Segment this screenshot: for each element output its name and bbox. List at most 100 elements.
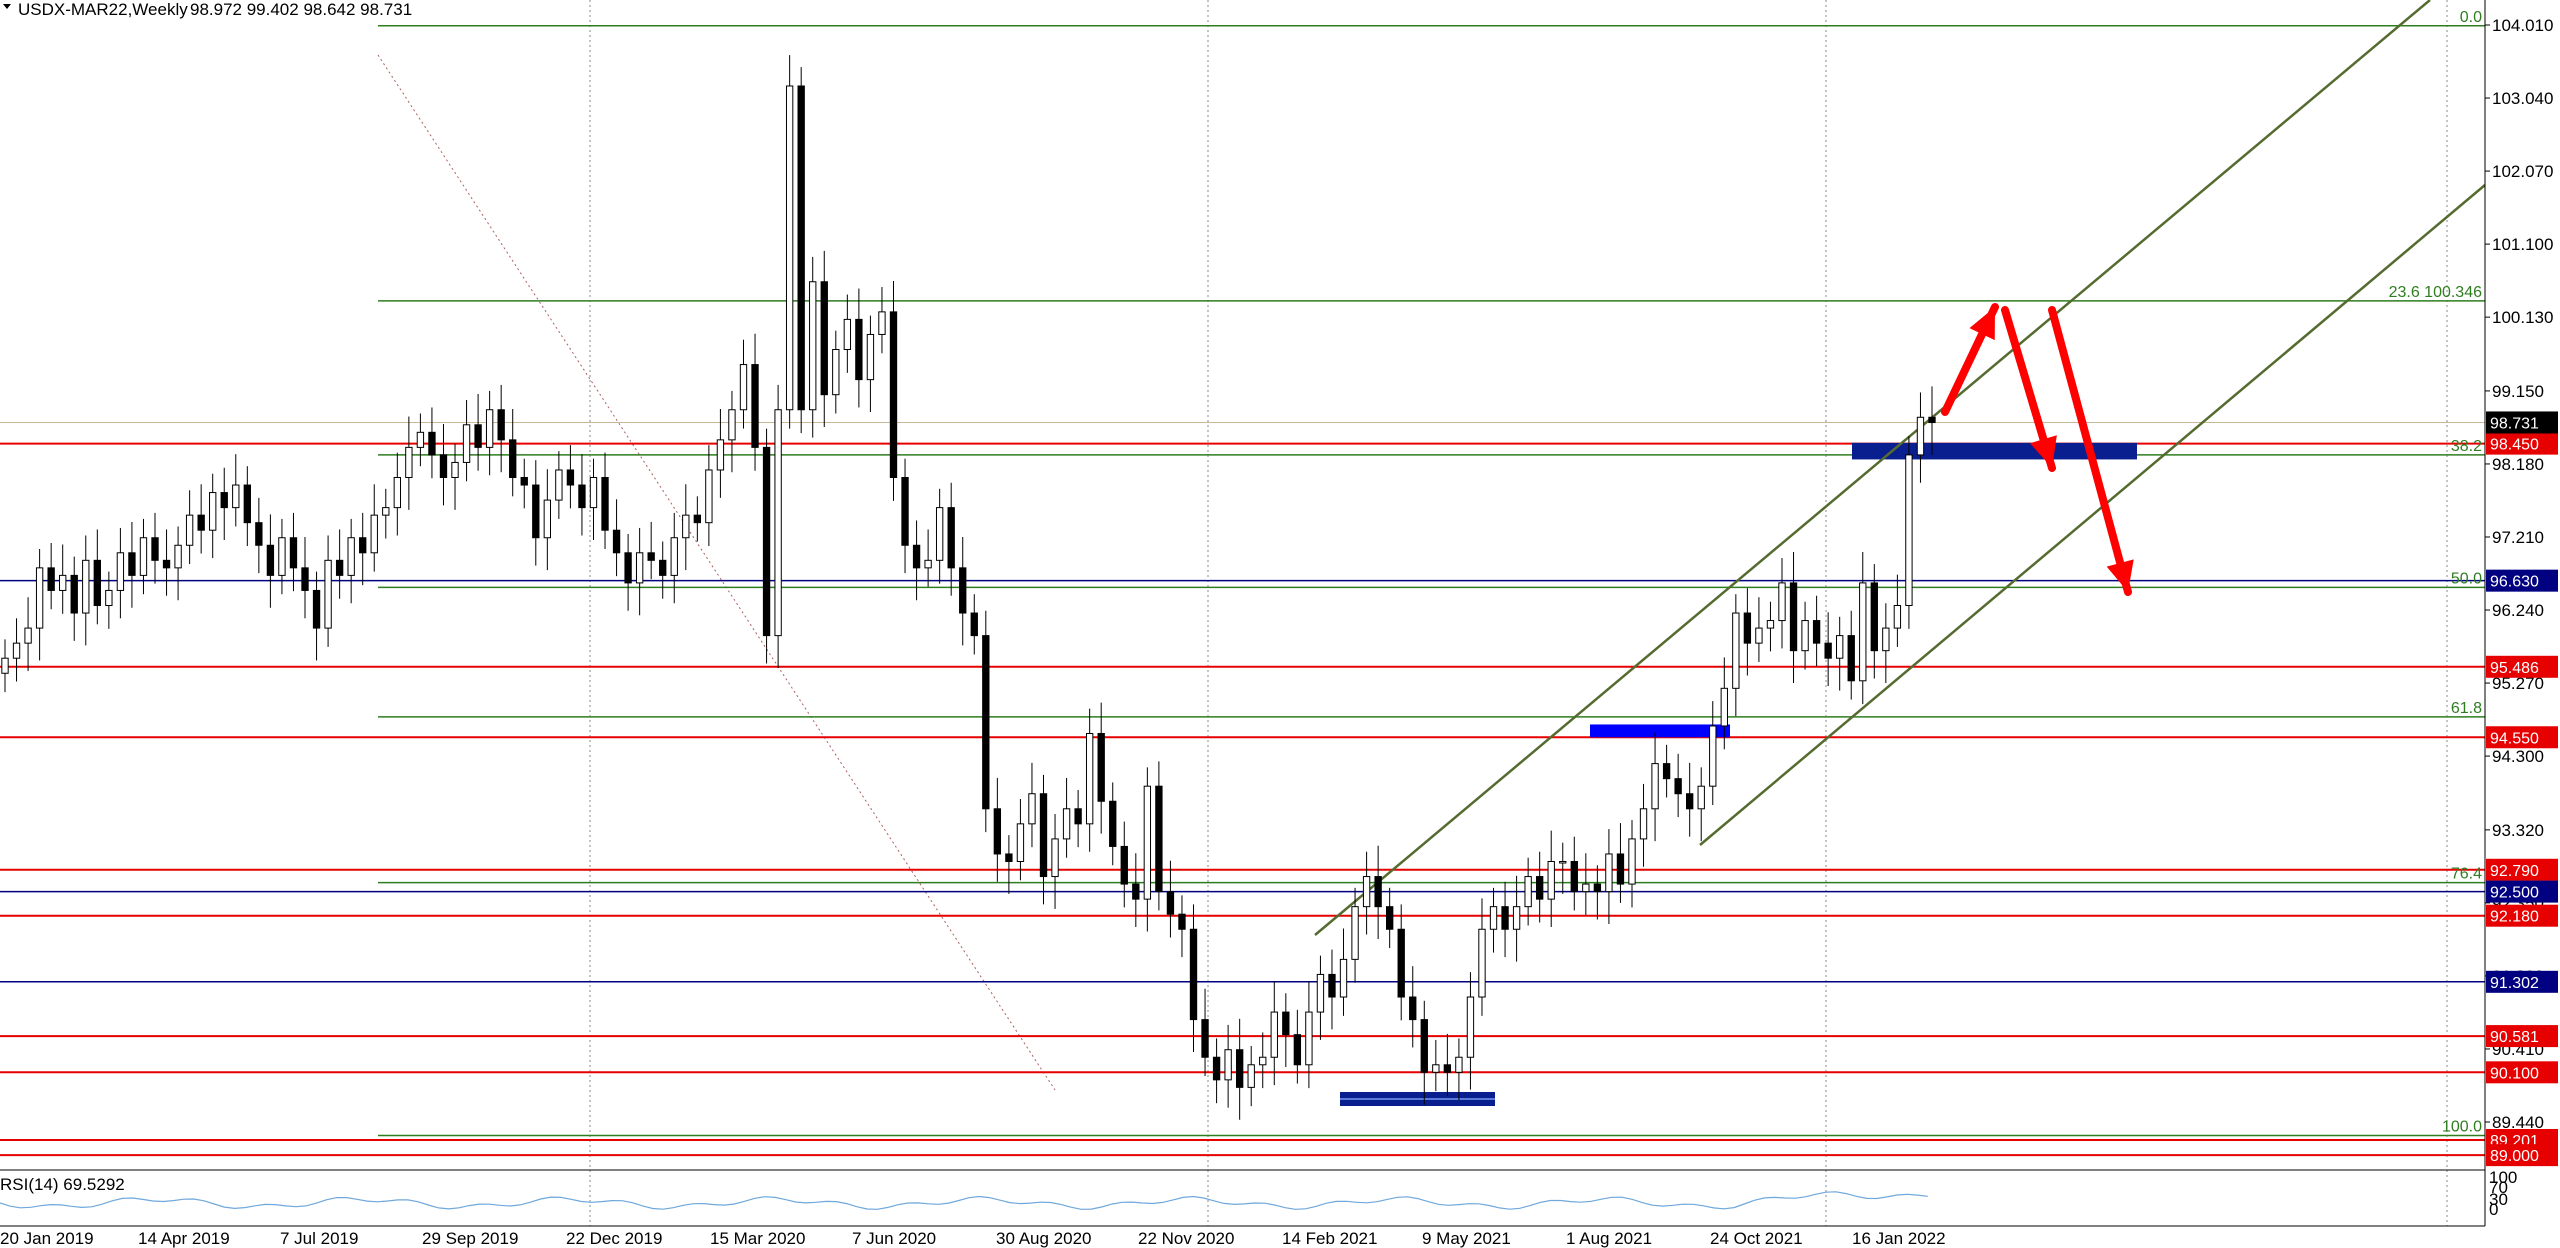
candle-up: [1085, 732, 1094, 825]
candle-up: [1247, 1064, 1255, 1088]
candle-down: [612, 529, 621, 554]
candle-down: [1420, 1019, 1428, 1073]
candle-down: [1928, 416, 1936, 424]
forecast-arrowhead[interactable]: [1969, 307, 1995, 341]
candle-up: [1547, 860, 1555, 900]
candle-up: [1339, 958, 1348, 998]
time-axis-label: 20 Jan 2019: [0, 1229, 94, 1248]
candle-down: [566, 469, 575, 486]
candle-up: [347, 537, 355, 576]
candle-up: [139, 537, 148, 576]
candle-down: [128, 552, 136, 576]
candle-up: [1524, 876, 1532, 908]
price-tick-label: 94.300: [2492, 747, 2544, 766]
candle-up: [1905, 454, 1913, 606]
candle-down: [1155, 785, 1163, 893]
time-axis: 20 Jan 2019 14 Apr 2019 7 Jul 2019 29 Sep 2…: [0, 1229, 1946, 1248]
price-tag-label: 98.450: [2490, 437, 2539, 454]
price-tick-label: 89.440: [2492, 1113, 2544, 1132]
time-axis-label: 14 Apr 2019: [138, 1229, 230, 1248]
candle-down: [982, 635, 990, 810]
candle-up: [1697, 785, 1705, 810]
candle-up: [635, 552, 644, 584]
candle-up: [1651, 763, 1659, 810]
candle-down: [959, 567, 967, 614]
horizontal-levels[interactable]: [0, 442, 2485, 1157]
candle-up: [232, 484, 240, 509]
price-tick-label: 97.210: [2492, 528, 2544, 547]
candle-up: [843, 318, 852, 351]
fib-level-label: 23.6 100.346: [2389, 284, 2483, 301]
candle-down: [255, 522, 263, 546]
forecast-arrowhead[interactable]: [2106, 559, 2134, 592]
candle-down: [797, 85, 805, 411]
channel-lower-line[interactable]: [1699, 184, 2486, 846]
candle-down: [762, 446, 771, 637]
candle-up: [774, 409, 782, 637]
candle-up: [1709, 725, 1717, 787]
candle-up: [278, 537, 286, 576]
candle-up: [878, 311, 886, 335]
candle-down: [1097, 732, 1105, 802]
candle-up: [1859, 582, 1867, 682]
candle-up: [1305, 1011, 1313, 1066]
candle-down: [474, 424, 482, 448]
candle-up: [1316, 973, 1325, 1013]
candle-up: [1628, 838, 1636, 885]
price-tick-label: 96.240: [2492, 601, 2544, 620]
rsi-label: RSI(14) 69.5292: [0, 1175, 125, 1194]
candle-up: [1639, 808, 1648, 840]
candlesticks: [1, 55, 1936, 1120]
price-tick-label: 104.010: [2492, 16, 2553, 35]
candle-up: [370, 514, 378, 554]
candle-up: [1455, 1056, 1463, 1073]
candle-down: [1397, 928, 1405, 998]
candle-down: [1074, 808, 1082, 825]
candle-down: [439, 454, 448, 479]
candle-up: [1512, 906, 1521, 930]
candle-up: [1778, 582, 1786, 622]
candle-up: [324, 559, 332, 629]
candle-up: [393, 477, 401, 509]
candle-up: [116, 552, 125, 591]
fib-level-label: 61.8: [2451, 700, 2482, 717]
fib-level-label: 50.0: [2451, 570, 2482, 587]
trend-channel[interactable]: [1314, 0, 2486, 936]
price-tags: 98.450 95.486 94.550 92.790 92.180 90.581 90.1…: [2486, 411, 2558, 1167]
candle-down: [1536, 876, 1544, 900]
time-axis-label: 15 Mar 2020: [710, 1229, 805, 1248]
candle-up: [1801, 620, 1809, 652]
candle-up: [682, 514, 690, 539]
forecast-arrow-shaft[interactable]: [2048, 306, 2132, 596]
price-tag-box: [2486, 432, 2558, 455]
candle-down: [1686, 793, 1694, 810]
candle-down: [1212, 1056, 1221, 1081]
demand-zone[interactable]: [1590, 724, 1730, 738]
candle-up: [1882, 627, 1890, 652]
candle-down: [1201, 1019, 1209, 1058]
candle-down: [301, 567, 309, 591]
candle-up: [451, 461, 459, 479]
forecast-arrowhead[interactable]: [2030, 435, 2057, 468]
candle-up: [1, 657, 9, 674]
time-axis-label: 24 Oct 2021: [1710, 1229, 1803, 1248]
candle-up: [1051, 838, 1059, 878]
price-tag-box: [2486, 1144, 2558, 1167]
candle-up: [1766, 620, 1775, 629]
collapse-triangle-icon[interactable]: [3, 4, 11, 9]
candle-down: [289, 537, 298, 569]
candle-down: [1039, 793, 1048, 878]
forecast-arrows[interactable]: [1941, 303, 2134, 596]
candle-up: [670, 537, 678, 576]
candle-down: [1847, 635, 1855, 682]
channel-upper-line[interactable]: [1314, 0, 2431, 936]
time-axis-label: 14 Feb 2021: [1282, 1229, 1377, 1248]
candle-down: [659, 559, 667, 576]
candle-up: [785, 85, 794, 411]
price-tag-label: 89.000: [2490, 1148, 2539, 1165]
dotted-trendline[interactable]: [377, 54, 1056, 1091]
price-tag-box: [2486, 726, 2558, 749]
candle-up: [1362, 876, 1371, 908]
